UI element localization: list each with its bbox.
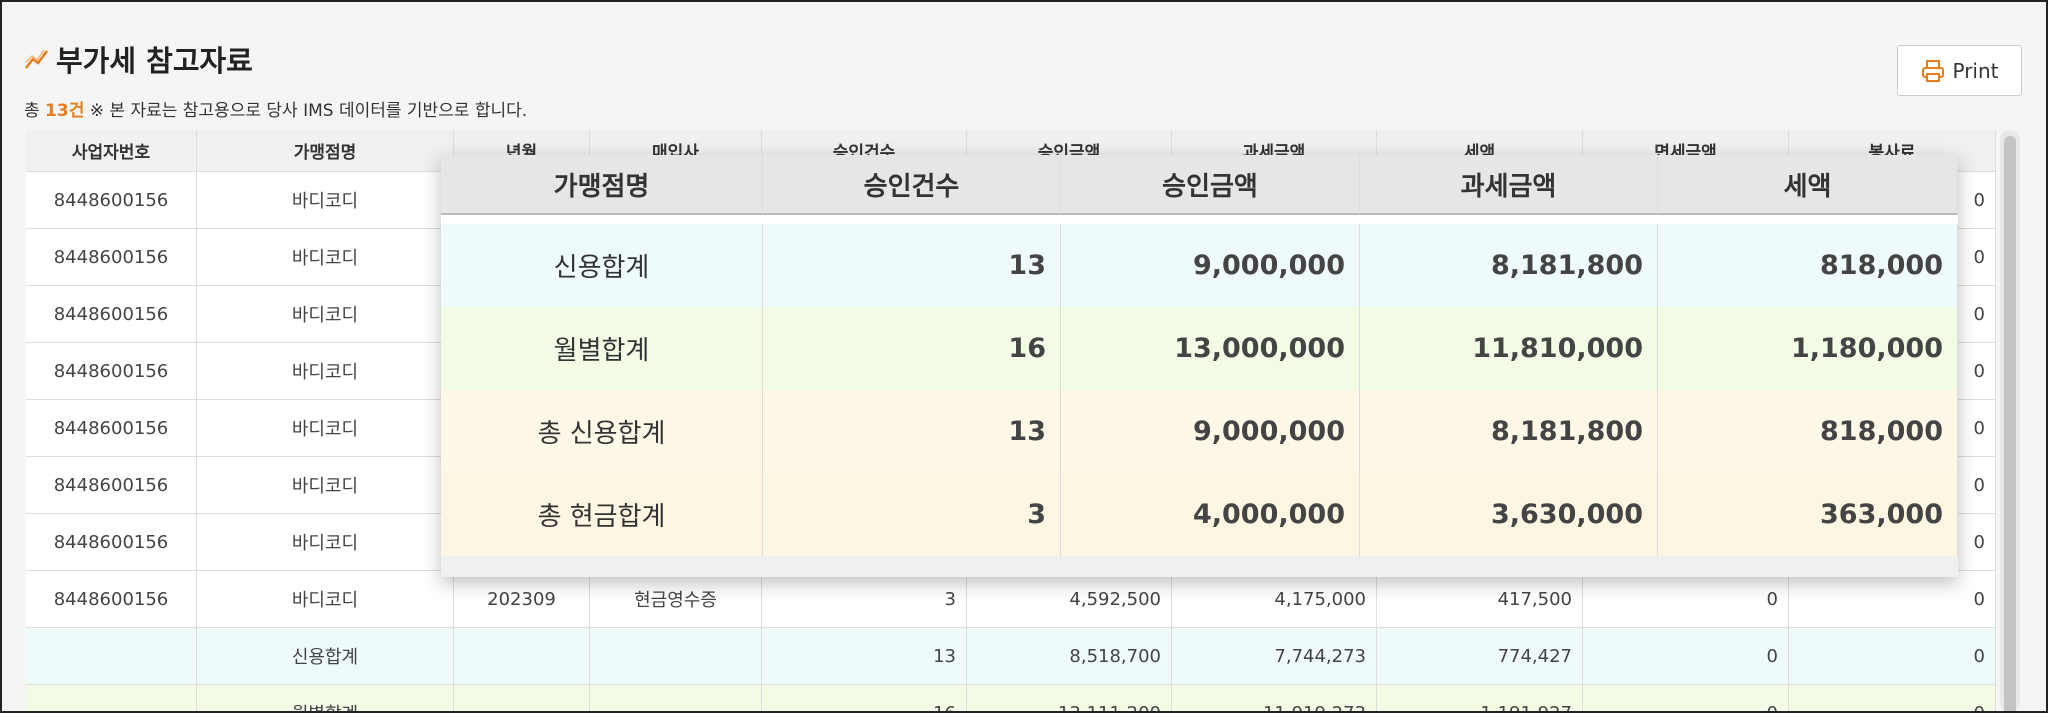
chart-icon (25, 49, 48, 69)
table-cell: 8448600156 (26, 514, 197, 571)
page-title: 부가세 참고자료 (24, 38, 253, 80)
popup-column-header: 가맹점명 (441, 155, 763, 215)
popup-cell: 11,810,000 (1360, 307, 1658, 390)
table-cell: 774,427 (1377, 628, 1583, 685)
popup-cell: 3 (763, 473, 1061, 556)
title-text: 부가세 참고자료 (56, 44, 253, 78)
summary: 총 13건 ※ 본 자료는 참고용으로 당사 IMS 데이터를 기반으로 합니다… (24, 96, 527, 121)
print-label: Print (1952, 58, 1999, 83)
popup-cell: 363,000 (1658, 473, 1958, 556)
popup-cell: 8,181,800 (1360, 390, 1658, 473)
popup-cell: 818,000 (1658, 224, 1958, 307)
printer-icon (1922, 59, 1945, 82)
table-cell: 8448600156 (26, 457, 197, 514)
popup-column-header: 승인건수 (763, 155, 1061, 215)
scrollbar-thumb[interactable] (2004, 136, 2016, 711)
table-cell: 13 (762, 628, 967, 685)
popup-cell: 818,000 (1658, 390, 1958, 473)
table-cell: 바디코디 (197, 457, 454, 514)
table-cell: 8448600156 (26, 286, 197, 343)
table-cell: 1,191,927 (1377, 685, 1583, 711)
table-cell: 13,111,200 (967, 685, 1172, 711)
table-cell: 신용합계 (197, 628, 454, 685)
popup-cell: 16 (763, 307, 1061, 390)
table-cell (26, 685, 197, 711)
popup-cell: 8,181,800 (1360, 224, 1658, 307)
popup-column-header: 세액 (1658, 155, 1958, 215)
popup-cell: 월별합계 (441, 307, 763, 390)
table-cell: 11,919,273 (1172, 685, 1377, 711)
table-cell: 8448600156 (26, 400, 197, 457)
table-cell (454, 685, 590, 711)
popup-cell: 4,000,000 (1061, 473, 1360, 556)
popup-cell: 신용합계 (441, 224, 763, 307)
table-cell: 0 (1789, 571, 1996, 628)
print-button[interactable]: Print (1897, 45, 2022, 96)
popup-cell: 총 현금합계 (441, 473, 763, 556)
popup-cell: 13 (763, 224, 1061, 307)
table-cell: 202309 (454, 571, 590, 628)
table-cell: 바디코디 (197, 343, 454, 400)
table-cell: 바디코디 (197, 286, 454, 343)
table-cell: 7,744,273 (1172, 628, 1377, 685)
table-cell (590, 685, 762, 711)
table-cell: 0 (1789, 685, 1996, 711)
table-cell: 0 (1583, 685, 1789, 711)
table-cell: 바디코디 (197, 172, 454, 229)
table-cell (454, 628, 590, 685)
column-header: 가맹점명 (197, 130, 454, 172)
column-header: 사업자번호 (26, 130, 197, 172)
table-cell: 8448600156 (26, 343, 197, 400)
table-cell (590, 628, 762, 685)
table-cell: 16 (762, 685, 967, 711)
popup-cell: 13,000,000 (1061, 307, 1360, 390)
popup-cell: 13 (763, 390, 1061, 473)
popup-cell: 총 신용합계 (441, 390, 763, 473)
popup-body-bg (441, 215, 1958, 224)
popup-cell: 1,180,000 (1658, 307, 1958, 390)
popup-cell: 9,000,000 (1061, 390, 1360, 473)
table-cell: 8448600156 (26, 172, 197, 229)
table-cell: 바디코디 (197, 571, 454, 628)
table-cell: 월별합계 (197, 685, 454, 711)
table-cell: 3 (762, 571, 967, 628)
table-cell: 4,175,000 (1172, 571, 1377, 628)
table-cell: 0 (1583, 571, 1789, 628)
popup-cell: 9,000,000 (1061, 224, 1360, 307)
summary-note: ※ 본 자료는 참고용으로 당사 IMS 데이터를 기반으로 합니다. (89, 101, 528, 121)
summary-prefix: 총 (24, 101, 40, 121)
popup-column-header: 승인금액 (1061, 155, 1360, 215)
table-cell: 바디코디 (197, 229, 454, 286)
popup-cell: 3,630,000 (1360, 473, 1658, 556)
summary-count: 13건 (45, 101, 85, 121)
table-cell: 0 (1583, 628, 1789, 685)
popup-column-header: 과세금액 (1360, 155, 1658, 215)
table-cell: 8448600156 (26, 229, 197, 286)
table-cell: 8,518,700 (967, 628, 1172, 685)
table-cell: 417,500 (1377, 571, 1583, 628)
table-cell (26, 628, 197, 685)
table-cell: 바디코디 (197, 514, 454, 571)
table-cell: 바디코디 (197, 400, 454, 457)
table-cell: 0 (1789, 628, 1996, 685)
table-cell: 8448600156 (26, 571, 197, 628)
table-cell: 현금영수증 (590, 571, 762, 628)
table-cell: 4,592,500 (967, 571, 1172, 628)
